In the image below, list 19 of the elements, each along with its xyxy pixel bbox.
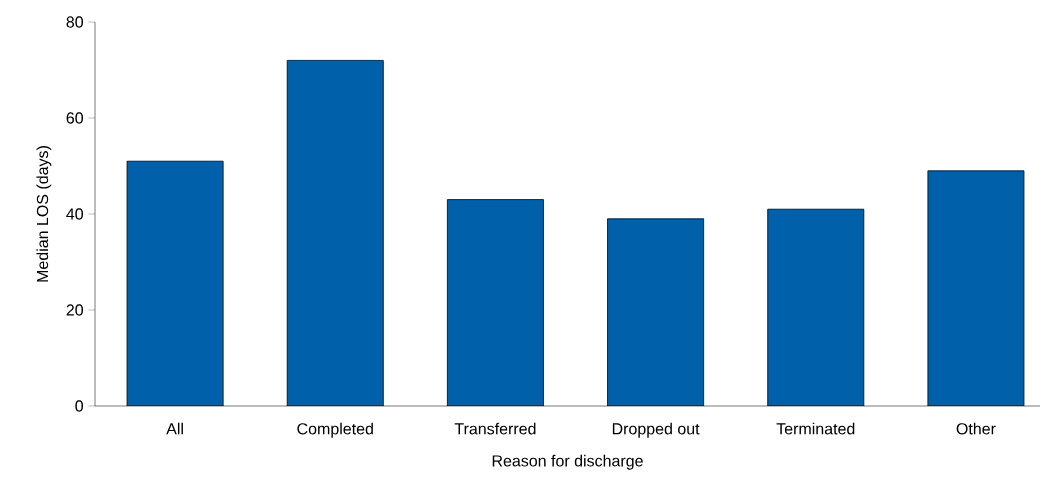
y-tick-label: 40 [66,208,84,220]
y-axis-title: Median LOS (days) [36,146,52,282]
y-tick-label: 80 [66,16,84,28]
bar [927,170,1025,406]
bar [286,60,384,406]
bar [446,199,544,406]
bar [767,208,865,406]
y-tick-label: 20 [66,304,84,316]
x-tick-label: All [166,422,183,435]
bar [607,218,705,406]
bar [126,160,224,406]
y-tick-label: 0 [75,400,84,412]
x-tick-label: Terminated [776,422,855,435]
x-tick-label: Transferred [454,422,536,435]
y-tick-label: 60 [66,112,84,124]
x-axis-title: Reason for discharge [492,454,643,470]
x-tick-label: Other [956,422,996,435]
x-tick-label: Completed [297,422,373,438]
x-tick-label: Dropped out [612,422,700,438]
